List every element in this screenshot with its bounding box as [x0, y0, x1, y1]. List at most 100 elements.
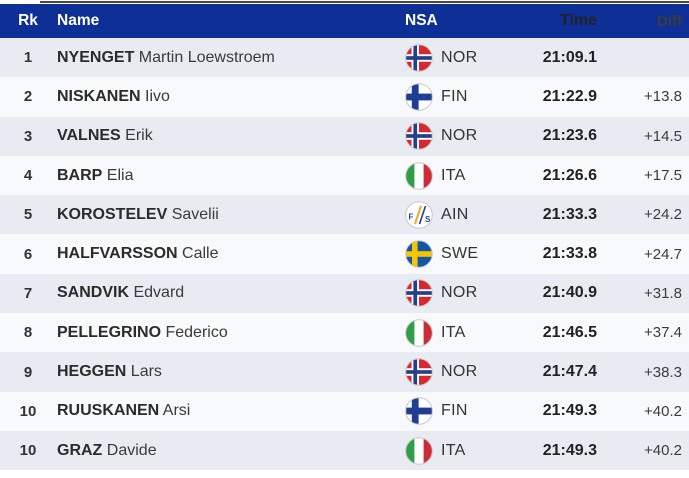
nsa-code: ITA [441, 441, 466, 459]
time-value: 21:22.9 [542, 87, 597, 105]
svg-text:S: S [425, 215, 431, 224]
athlete-given-name: Arsi [162, 402, 191, 420]
table-row[interactable]: 3 VALNES Erik NOR 21:23.6 +14.5 [0, 116, 689, 156]
nsa-cell: ITA [405, 318, 505, 347]
athlete-given-name: Iivo [145, 87, 170, 105]
time-value: 21:26.6 [542, 166, 597, 184]
diff-value: +40.2 [644, 402, 682, 420]
diff-value: +14.5 [644, 127, 682, 145]
table-row[interactable]: 9 HEGGEN Lars NOR 21:47.4 +38.3 [0, 352, 689, 392]
table-row[interactable]: 8 PELLEGRINO Federico ITA 21:46.5 +37.4 [0, 313, 689, 353]
diff-value: +38.3 [644, 363, 682, 381]
time-value: 21:47.4 [542, 363, 597, 381]
nsa-cell: NOR [405, 358, 505, 386]
athlete-surname: SANDVIK [57, 284, 130, 302]
athlete-name: NISKANEN Iivo [56, 88, 405, 106]
time-value: 21:49.3 [542, 441, 597, 459]
athlete-given-name: Elia [106, 166, 134, 184]
athlete-name: GRAZ Davide [56, 442, 405, 460]
rank-value: 10 [19, 402, 37, 420]
results-table: Rk Name NSA Time Diff 1 NYENGET Martin L… [0, 4, 689, 471]
athlete-surname: HEGGEN [57, 363, 127, 381]
svg-text:F: F [409, 212, 414, 221]
nsa-code: NOR [441, 48, 478, 66]
header-name: Name [57, 12, 100, 29]
time-value: 21:23.6 [542, 127, 597, 145]
rank-value: 4 [23, 167, 33, 185]
flag-nor-icon [405, 122, 433, 151]
flag-ita-icon [405, 318, 433, 347]
athlete-name: NYENGET Martin Loewstroem [56, 49, 405, 67]
flag-nor-icon [405, 43, 433, 72]
athlete-name: HALFVARSSON Calle [56, 245, 405, 263]
athlete-name: RUUSKANEN Arsi [56, 402, 405, 420]
athlete-surname: PELLEGRINO [57, 323, 162, 341]
athlete-given-name: Savelii [171, 205, 219, 223]
rank-value: 3 [23, 127, 33, 145]
diff-value: +37.4 [644, 324, 682, 342]
athlete-given-name: Calle [182, 245, 219, 263]
diff-value: +17.5 [644, 167, 682, 185]
athlete-name: PELLEGRINO Federico [56, 324, 405, 342]
flag-ita-icon [405, 161, 433, 190]
table-row[interactable]: 4 BARP Elia ITA 21:26.6 +17.5 [0, 155, 689, 196]
diff-value: +40.2 [644, 442, 682, 460]
athlete-name: BARP Elia [56, 167, 405, 185]
rank-value: 7 [23, 284, 33, 302]
nsa-cell: FIN [405, 83, 505, 111]
athlete-surname: GRAZ [57, 441, 103, 459]
flag-nor-icon [405, 358, 433, 386]
header-diff: Diff [657, 12, 682, 30]
athlete-name: SANDVIK Edvard [56, 284, 405, 302]
table-row[interactable]: 6 HALFVARSSON Calle SWE 21:33.8 +24.7 [0, 234, 689, 274]
nsa-cell: NOR [405, 122, 505, 151]
nsa-cell: FIN [405, 397, 505, 426]
diff-value: +13.8 [644, 88, 682, 106]
diff-value: +24.2 [644, 206, 682, 224]
nsa-cell: SWE [405, 240, 505, 268]
athlete-given-name: Lars [130, 363, 162, 381]
tab-bottom-edge [40, 1, 689, 3]
table-row[interactable]: 10 RUUSKANEN Arsi FIN 21:49.3 +40.2 [0, 391, 689, 431]
nsa-code: FIN [441, 87, 468, 105]
athlete-surname: NYENGET [57, 48, 135, 66]
athlete-surname: KOROSTELEV [57, 205, 168, 223]
time-value: 21:33.3 [542, 205, 597, 223]
table-row[interactable]: 5 KOROSTELEV Savelii F S AIN 21:33.3 +24… [0, 195, 689, 235]
header-rank: Rk [18, 12, 38, 29]
table-row[interactable]: 1 NYENGET Martin Loewstroem NOR 21:09.1 [0, 38, 689, 78]
athlete-surname: BARP [57, 166, 103, 184]
nsa-code: SWE [441, 245, 479, 263]
athlete-surname: HALFVARSSON [57, 245, 178, 263]
nsa-code: ITA [441, 166, 466, 184]
time-value: 21:49.3 [542, 402, 597, 420]
flag-swe-icon [405, 240, 433, 268]
athlete-surname: RUUSKANEN [57, 402, 160, 420]
athlete-name: VALNES Erik [56, 127, 405, 145]
athlete-given-name: Federico [165, 323, 228, 341]
flag-nor-icon [405, 279, 433, 308]
time-value: 21:33.8 [542, 245, 597, 263]
nsa-code: FIN [441, 402, 468, 420]
athlete-given-name: Erik [125, 127, 153, 145]
table-row[interactable]: 2 NISKANEN Iivo FIN 21:22.9 +13.8 [0, 77, 689, 117]
time-value: 21:46.5 [542, 323, 597, 341]
nsa-cell: F S AIN [405, 201, 505, 229]
time-value: 21:40.9 [542, 284, 597, 302]
table-row[interactable]: 10 GRAZ Davide ITA 21:49.3 +40.2 [0, 430, 689, 471]
time-value: 21:09.1 [542, 48, 597, 66]
rank-value: 2 [23, 88, 33, 106]
nsa-code: NOR [441, 284, 478, 302]
header-time: Time [559, 12, 597, 29]
athlete-surname: VALNES [57, 127, 121, 145]
diff-value: +31.8 [644, 284, 682, 302]
table-row[interactable]: 7 SANDVIK Edvard NOR 21:40.9 +31.8 [0, 273, 689, 314]
nsa-code: ITA [441, 323, 466, 341]
nsa-cell: ITA [405, 436, 505, 465]
rank-value: 5 [23, 206, 33, 224]
header-nsa: NSA [405, 12, 438, 29]
nsa-cell: NOR [405, 43, 505, 72]
table-header-row: Rk Name NSA Time Diff [0, 4, 689, 38]
athlete-name: HEGGEN Lars [56, 363, 405, 381]
athlete-given-name: Martin Loewstroem [138, 48, 275, 66]
